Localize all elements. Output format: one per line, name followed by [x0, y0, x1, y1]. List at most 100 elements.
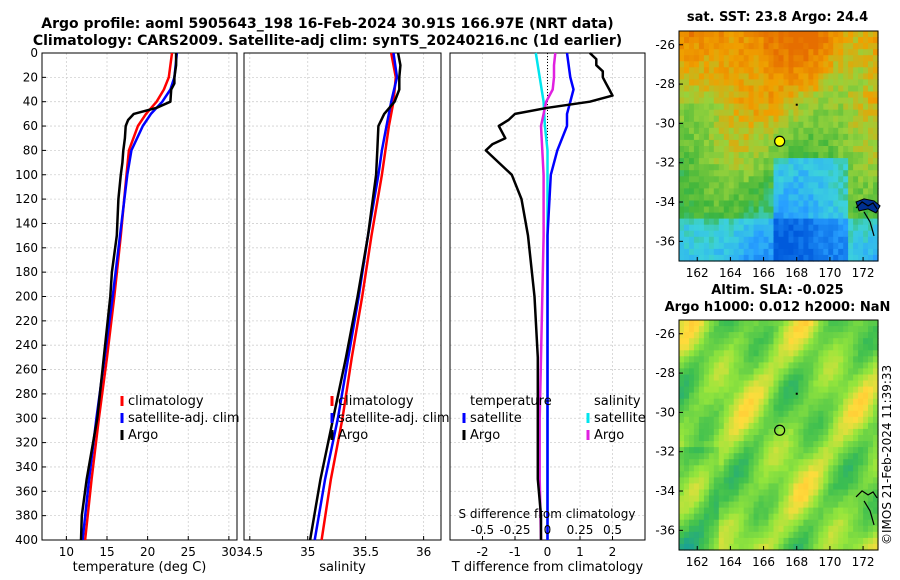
sst-map-cell — [863, 127, 869, 135]
sst-map-cell — [723, 182, 730, 189]
sst-map-cell — [803, 103, 809, 111]
sla-map-cell — [728, 398, 735, 406]
sst-map-cell — [788, 170, 795, 177]
sst-map-cell — [723, 49, 730, 56]
sst-map-cell — [813, 218, 819, 226]
sla-map-cell — [768, 501, 775, 509]
sst-map-cell — [868, 146, 874, 153]
sla-map-cell — [838, 368, 844, 376]
sst-map-cell — [813, 158, 819, 165]
sla-map-cell — [823, 338, 829, 345]
sla-map-cell — [808, 332, 814, 339]
sla-map-cell — [863, 477, 869, 485]
sla-map-cell — [788, 392, 795, 400]
sst-map-cell — [853, 43, 859, 50]
sla-map-cell — [753, 416, 760, 424]
sst-map-cell — [718, 115, 725, 123]
sla-map-cell — [689, 392, 695, 400]
sst-map-cell — [813, 242, 819, 250]
sst-map-cell — [703, 127, 710, 135]
sst-map-cell — [823, 170, 829, 177]
sla-map-cell — [803, 507, 809, 515]
sla-map-cell — [738, 416, 745, 424]
sla-map-cell — [773, 441, 780, 448]
sst-map-cell — [828, 242, 834, 250]
sla-map-cell — [733, 483, 740, 491]
sla-map-cell — [863, 513, 869, 521]
sst-map-cell — [778, 37, 785, 44]
sst-map-cell — [708, 182, 715, 189]
sla-map-cell — [728, 428, 735, 436]
sst-map-cell — [703, 103, 710, 111]
sla-map-cell — [708, 380, 715, 388]
sst-map-cell — [788, 103, 795, 111]
sst-map-cell — [723, 139, 730, 147]
sst-map-cell — [818, 49, 824, 56]
sla-map-cell — [798, 543, 804, 551]
sst-map-cell — [853, 85, 859, 93]
sla-map-cell — [753, 368, 760, 376]
sla-map-cell — [818, 368, 824, 376]
sla-map-cell — [698, 410, 705, 418]
sst-map-cell — [684, 55, 690, 62]
sla-map-cell — [693, 410, 700, 418]
sla-map-cell — [808, 519, 814, 527]
sst-map-cell — [748, 230, 755, 238]
sla-map-cell — [708, 392, 715, 400]
sst-map-cell — [828, 73, 834, 81]
sla-map-cell — [788, 495, 795, 503]
sst-map-cell — [693, 79, 700, 87]
sla-map-cell — [843, 525, 849, 533]
sla-map-cell — [713, 435, 720, 442]
sla-map-cell — [689, 410, 695, 418]
sla-map-grid — [679, 320, 879, 551]
sst-map-cell — [743, 73, 750, 81]
sla-map-cell — [684, 471, 690, 478]
sst-map-cell — [703, 170, 710, 177]
sla-y-tick-label: -26 — [655, 327, 675, 341]
sla-map-cell — [823, 459, 829, 466]
y-tick-label: 260 — [15, 363, 38, 377]
sst-map-cell — [823, 188, 829, 196]
sla-map-cell — [679, 404, 685, 412]
sla-map-cell — [728, 320, 735, 327]
sla-map-cell — [813, 362, 819, 370]
sst-map-cell — [858, 236, 864, 244]
sst-map-cell — [818, 152, 824, 159]
sla-map-cell — [748, 453, 755, 460]
sst-map-cell — [693, 188, 700, 196]
sst-map-cell — [838, 188, 844, 196]
sst-map-cell — [823, 73, 829, 81]
sst-map-cell — [813, 49, 819, 56]
sla-map-cell — [728, 495, 735, 503]
sst-map-cell — [848, 37, 854, 44]
sla-map-cell — [858, 519, 864, 527]
sst-map-cell — [793, 200, 799, 208]
sst-map-cell — [748, 218, 755, 226]
sst-map-cell — [753, 242, 760, 250]
sst-map-cell — [858, 158, 864, 165]
y-tick-label: 20 — [23, 70, 38, 84]
sla-map-cell — [818, 410, 824, 418]
sst-map-cell — [818, 97, 824, 105]
sst-map-cell — [848, 67, 854, 74]
sla-map-cell — [689, 356, 695, 363]
sst-map-cell — [693, 182, 700, 189]
sst-map-cell — [868, 91, 874, 99]
sla-map-cell — [763, 404, 770, 412]
sst-map-cell — [813, 55, 819, 62]
sst-map-cell — [748, 43, 755, 50]
sst-map-cell — [768, 127, 775, 135]
sla-map-cell — [743, 416, 750, 424]
sst-map-cell — [698, 200, 705, 208]
sla-map-cell — [868, 356, 874, 363]
sst-map-cell — [713, 139, 720, 147]
sla-argo-position-marker — [774, 424, 786, 436]
sla-map-cell — [689, 495, 695, 503]
top-x-axis-label: S difference from climatology — [459, 507, 636, 521]
sst-map-cell — [703, 254, 710, 262]
sst-map-cell — [693, 164, 700, 171]
sst-map-cell — [768, 85, 775, 93]
sla-map-cell — [679, 435, 685, 442]
sst-map-cell — [748, 79, 755, 87]
